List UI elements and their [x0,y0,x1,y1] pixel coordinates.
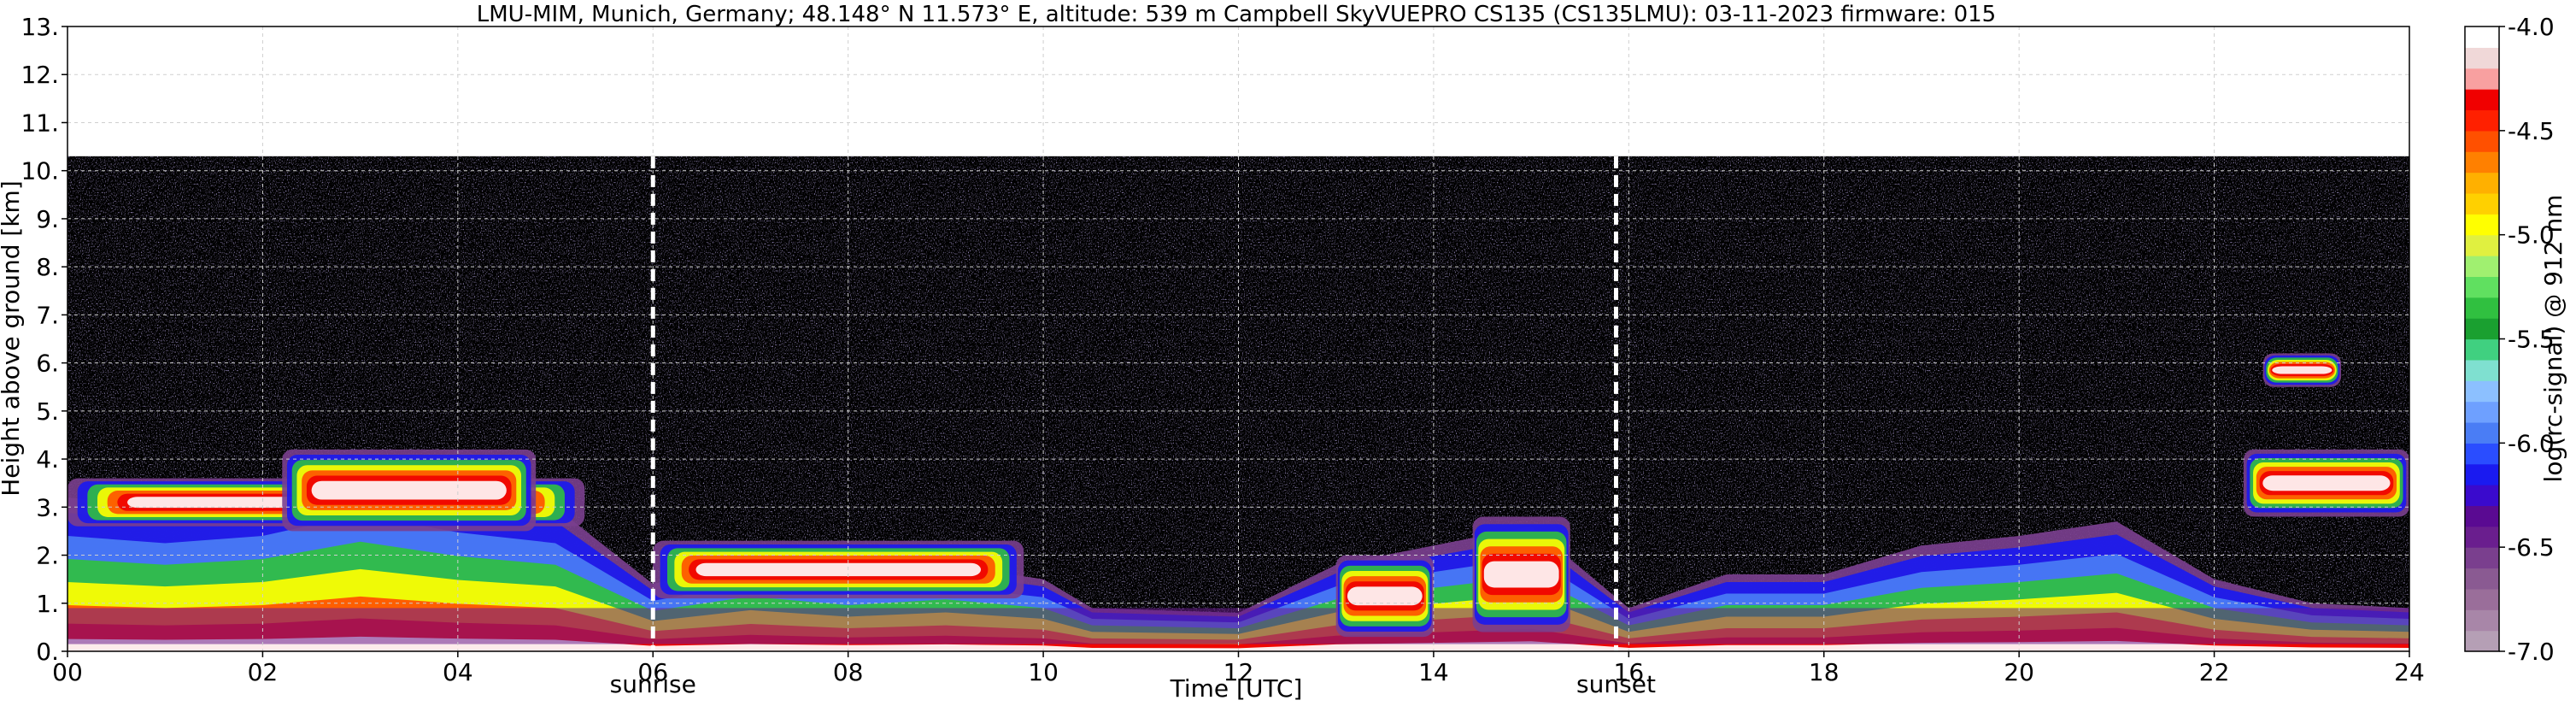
y-tick-label: 0. [36,638,59,666]
colorbar-segment [2465,89,2499,111]
colorbar-segment [2465,47,2499,69]
y-tick-label: 7. [36,301,59,329]
chart-title: LMU-MIM, Munich, Germany; 48.148° N 11.5… [477,2,1996,27]
colorbar: -4.0 -4.5 -5.0 -5.5 -6.0 -6.5 -7.0 log(rc-sign… [2464,13,2567,666]
y-tick-label: 5. [36,397,59,426]
colorbar-segment [2465,26,2499,48]
colorbar-segments [2465,26,2499,652]
x-tick-label: 24 [2394,658,2425,686]
y-tick-label: 3. [36,493,59,521]
x-tick-label: 22 [2199,658,2230,686]
x-tick-label: 06 [637,658,668,686]
x-axis: 00 02 04 06 08 10 12 14 16 18 20 22 24 [52,651,2425,686]
cloud-layer [1347,586,1423,606]
y-axis-label: Height above ground [km] [0,180,25,497]
colorbar-segment [2465,401,2499,423]
x-tick-label: 14 [1418,658,1449,686]
sun-markers [650,156,1618,651]
colorbar-tick-label: -6.5 [2508,533,2555,562]
colorbar-segment [2465,359,2499,381]
colorbar-segment [2465,192,2499,215]
colorbar-segment [2465,463,2499,485]
x-tick-label: 10 [1028,658,1059,686]
colorbar-tick-label: -6.0 [2508,429,2555,457]
colorbar-segment [2465,505,2499,527]
y-tick-label: 8. [36,253,59,281]
y-tick-label: 1. [36,590,59,618]
colorbar-tick-label: -4.0 [2508,13,2555,41]
y-tick-label: 13. [21,13,59,41]
y-axis: 0. 1. 2. 3. 4. 5. 6. 7. 8. 9. 10. 11. 12. 13. [21,13,67,666]
colorbar-segment [2465,526,2499,548]
colorbar-tick-label: -4.5 [2508,117,2555,145]
colorbar-segment [2465,68,2499,90]
colorbar-segment [2465,630,2499,652]
cloud-layer [311,480,507,500]
colorbar-segment [2465,256,2499,277]
y-tick-label: 9. [36,205,59,233]
colorbar-tick-label: -5.5 [2508,326,2555,354]
colorbar-segment [2465,276,2499,298]
colorbar-tick-label: -5.0 [2508,221,2555,250]
y-tick-label: 6. [36,350,59,378]
colorbar-segment [2465,172,2499,194]
x-tick-label: 20 [2004,658,2034,686]
x-tick-label: 02 [248,658,279,686]
colorbar-ticks: -4.0 -4.5 -5.0 -5.5 -6.0 -6.5 -7.0 [2499,13,2555,666]
y-tick-label: 4. [36,445,59,474]
colorbar-segment [2465,421,2499,444]
colorbar-segment [2465,609,2499,632]
x-tick-label: 18 [1809,658,1840,686]
colorbar-segment [2465,151,2499,174]
grid [67,26,2409,651]
cloud-layer [695,562,982,577]
y-tick-label: 2. [36,542,59,570]
y-tick-label: 11. [21,109,59,137]
colorbar-tick-label: -7.0 [2508,638,2555,666]
colorbar-segment [2465,547,2499,569]
cloud-layer [2262,475,2391,491]
colorbar-segment [2465,318,2499,340]
colorbar-segment [2465,214,2499,236]
colorbar-segment [2465,443,2499,465]
colorbar-segment [2465,485,2499,507]
cloud-layer [1483,561,1559,588]
cloud-layer [2272,366,2332,374]
aerosol-floor [67,608,2409,644]
colorbar-segment [2465,568,2499,590]
sun-marker-label: sunrise [610,670,696,698]
colorbar-segment [2465,109,2499,132]
colorbar-segment [2465,297,2499,319]
x-tick-label: 16 [1614,658,1645,686]
y-tick-label: 12. [21,61,59,89]
x-tick-label: 04 [443,658,473,686]
sun-marker-label: sunset [1576,670,1656,698]
plot-area [67,26,2409,651]
colorbar-segment [2465,380,2499,403]
marker-labels: sunrise sunset [610,670,1656,698]
x-tick-label: 00 [52,658,83,686]
colorbar-segment [2465,130,2499,152]
colorbar-segment [2465,234,2499,256]
x-axis-label: Time [UTC] [1170,674,1303,703]
colorbar-label: log(rc-signal) @ 912 nm [2539,195,2567,483]
colorbar-segment [2465,588,2499,610]
y-tick-label: 10. [21,157,59,185]
x-tick-label: 12 [1223,658,1254,686]
colorbar-segment [2465,338,2499,361]
x-tick-label: 08 [833,658,864,686]
